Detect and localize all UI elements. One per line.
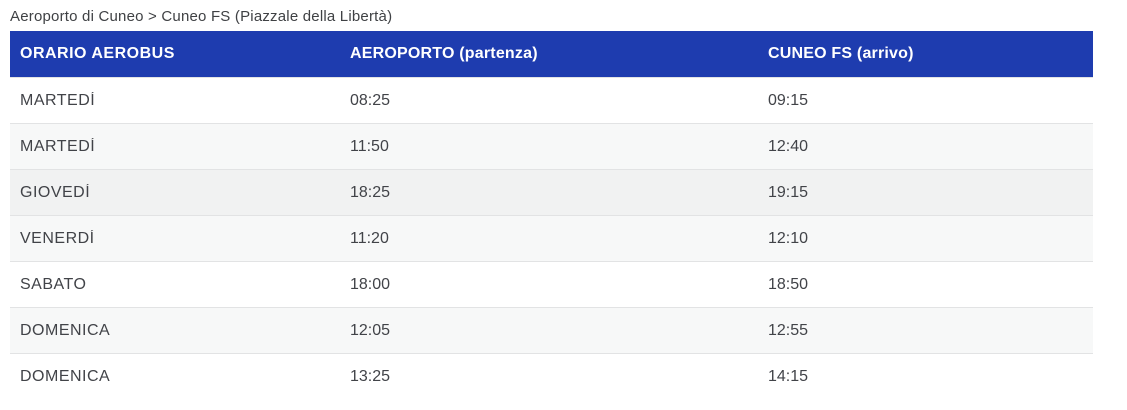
day-cell: MARTEDÍ xyxy=(20,137,96,155)
day-cell: DOMENICA xyxy=(20,321,111,339)
arrival-time-cell: 12:55 xyxy=(768,321,809,339)
arrival-time-cell: 14:15 xyxy=(768,367,809,385)
column-header-cuneo-fs-arrivo: CUNEO FS (arrivo) xyxy=(768,45,914,62)
breadcrumb: Aeroporto di Cuneo > Cuneo FS (Piazzale … xyxy=(10,8,393,25)
arrival-time-cell: 12:40 xyxy=(768,137,809,155)
aerobus-timetable: ORARIO AEROBUS AEROPORTO (partenza) CUNE… xyxy=(10,31,1093,399)
departure-time-cell: 11:20 xyxy=(350,229,389,247)
arrival-time-cell: 12:10 xyxy=(768,229,809,247)
day-cell: DOMENICA xyxy=(20,367,111,385)
table-row[interactable]: MARTEDÍ 11:50 12:40 xyxy=(10,123,1093,169)
day-cell: GIOVEDÍ xyxy=(20,183,91,201)
table-row[interactable]: MARTEDÍ 08:25 09:15 xyxy=(10,77,1093,123)
timetable-header-row: ORARIO AEROBUS AEROPORTO (partenza) CUNE… xyxy=(10,31,1093,77)
day-cell: SABATO xyxy=(20,275,87,293)
arrival-time-cell: 18:50 xyxy=(768,275,809,293)
table-row[interactable]: SABATO 18:00 18:50 xyxy=(10,261,1093,307)
table-row[interactable]: VENERDÍ 11:20 12:10 xyxy=(10,215,1093,261)
departure-time-cell: 08:25 xyxy=(350,91,391,109)
departure-time-cell: 18:00 xyxy=(350,275,391,293)
departure-time-cell: 11:50 xyxy=(350,137,389,155)
table-row[interactable]: DOMENICA 12:05 12:55 xyxy=(10,307,1093,353)
arrival-time-cell: 19:15 xyxy=(768,183,809,201)
day-cell: MARTEDÍ xyxy=(20,91,96,109)
day-cell: VENERDÍ xyxy=(20,229,95,247)
arrival-time-cell: 09:15 xyxy=(768,91,809,109)
timetable-body: MARTEDÍ 08:25 09:15 MARTEDÍ 11:50 12:40 … xyxy=(10,77,1093,399)
table-row[interactable]: GIOVEDÍ 18:25 19:15 xyxy=(10,169,1093,215)
table-row[interactable]: DOMENICA 13:25 14:15 xyxy=(10,353,1093,399)
departure-time-cell: 13:25 xyxy=(350,367,391,385)
departure-time-cell: 12:05 xyxy=(350,321,391,339)
column-header-aeroporto-partenza: AEROPORTO (partenza) xyxy=(350,45,538,62)
column-header-orario-aerobus: ORARIO AEROBUS xyxy=(20,45,175,62)
departure-time-cell: 18:25 xyxy=(350,183,391,201)
